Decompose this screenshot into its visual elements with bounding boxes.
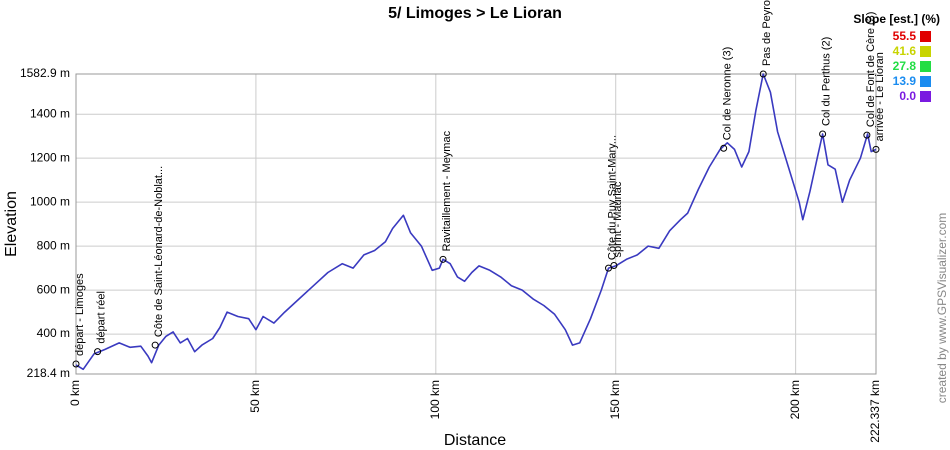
waypoint-label: Côte du Puy Saint-Mary... bbox=[606, 135, 618, 260]
y-tick-label: 1200 m bbox=[30, 150, 70, 164]
legend-swatch bbox=[920, 31, 931, 42]
x-tick-label: 0 km bbox=[68, 380, 82, 406]
waypoint-marker bbox=[605, 264, 613, 272]
waypoint-label: Côte de Saint-Léonard-de-Noblat... bbox=[153, 166, 165, 337]
x-tick-label: 200 km bbox=[788, 380, 802, 419]
waypoint-marker bbox=[872, 145, 880, 153]
x-tick-label: 222.337 km bbox=[868, 380, 882, 443]
x-tick-label: 100 km bbox=[428, 380, 442, 419]
y-tick-label: 800 m bbox=[37, 238, 70, 252]
legend-label: 55.5 bbox=[893, 29, 917, 43]
y-axis-label: Elevation bbox=[3, 191, 20, 257]
waypoint-label: Pas de Peyrol bbox=[761, 0, 773, 66]
waypoint-marker bbox=[151, 341, 159, 349]
legend-title: Slope [est.] (%) bbox=[853, 12, 940, 26]
elevation-line bbox=[75, 73, 877, 371]
legend-label: 13.9 bbox=[893, 74, 917, 88]
y-tick-label: 218.4 m bbox=[27, 366, 70, 380]
chart-title: 5/ Limoges > Le Lioran bbox=[388, 5, 562, 22]
waypoint-label: Col de Neronne (3) bbox=[722, 47, 734, 141]
waypoint-marker bbox=[759, 70, 767, 78]
x-tick-label: 150 km bbox=[608, 380, 622, 419]
waypoint-marker bbox=[72, 360, 80, 368]
y-tick-label: 1582.9 m bbox=[20, 66, 70, 80]
waypoint-marker bbox=[819, 130, 827, 138]
waypoint-label: Ravitaillement - Meymac bbox=[441, 130, 453, 251]
waypoint-label: Col du Perthus (2) bbox=[821, 37, 833, 126]
y-tick-label: 600 m bbox=[37, 282, 70, 296]
legend-label: 41.6 bbox=[893, 44, 917, 58]
legend-swatch bbox=[920, 91, 931, 102]
waypoint-marker bbox=[439, 255, 447, 263]
legend-swatch bbox=[920, 46, 931, 57]
y-tick-label: 1400 m bbox=[30, 106, 70, 120]
legend-label: 0.0 bbox=[899, 89, 916, 103]
legend-swatch bbox=[920, 76, 931, 87]
y-tick-label: 400 m bbox=[37, 326, 70, 340]
legend-label: 27.8 bbox=[893, 59, 917, 73]
waypoint-label: départ réel bbox=[95, 291, 107, 344]
waypoint-marker bbox=[94, 348, 102, 356]
waypoint-marker bbox=[720, 144, 728, 152]
waypoint-marker bbox=[863, 131, 871, 139]
waypoint-label: départ - Limoges bbox=[74, 273, 86, 356]
waypoint-marker bbox=[610, 261, 618, 269]
plot-frame bbox=[75, 73, 877, 375]
y-tick-label: 1000 m bbox=[30, 194, 70, 208]
legend-swatch bbox=[920, 61, 931, 72]
x-axis-label: Distance bbox=[444, 432, 506, 449]
x-tick-label: 50 km bbox=[248, 380, 262, 413]
credit: created by www.GPSVisualizer.com bbox=[935, 213, 949, 404]
waypoint-label: Col de Font de Cère (3) bbox=[865, 12, 877, 128]
waypoint-label: sprint - Mauriac bbox=[612, 181, 624, 257]
waypoint-label: arrivée - Le Lioran bbox=[874, 52, 886, 141]
